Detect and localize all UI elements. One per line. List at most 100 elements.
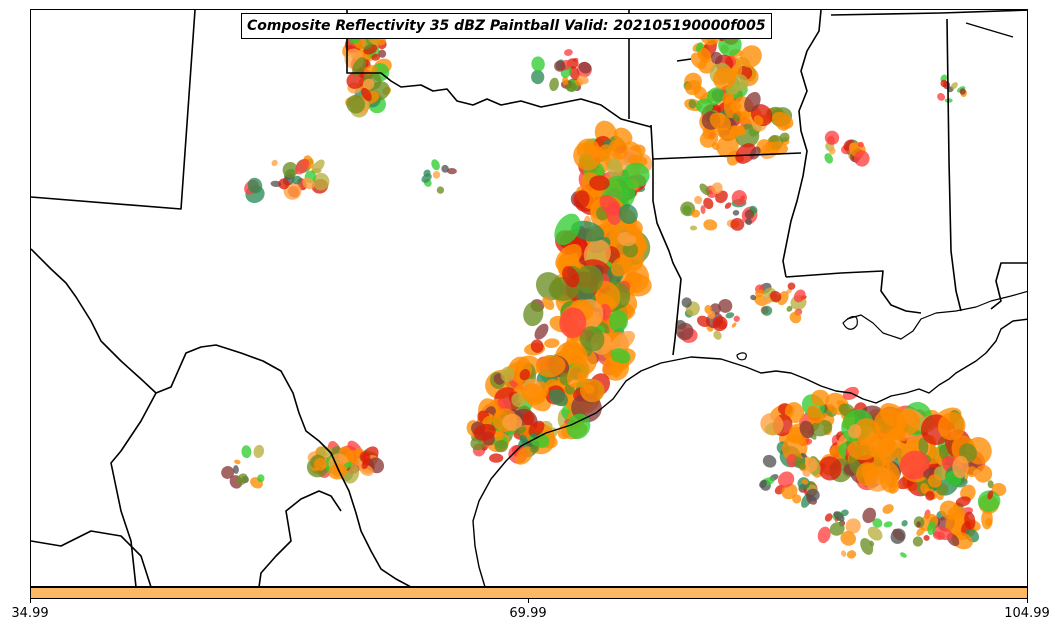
reflectivity-blob [494,440,508,453]
reflectivity-blob [575,265,604,294]
reflectivity-blob [608,139,629,160]
reflectivity-blob [940,79,948,88]
reflectivity-blob [987,490,994,500]
reflectivity-blob [544,338,560,349]
reflectivity-blob [723,96,737,119]
reflectivity-blob [432,171,441,179]
reflectivity-blob [959,88,966,95]
reflectivity-blob [800,452,807,458]
reflectivity-blob [676,322,694,341]
reflectivity-blob [731,190,747,206]
reflectivity-blob [829,522,845,536]
tn-river-line [965,22,1014,38]
state-border-tx-la [650,124,682,356]
country-border-us-mx [31,248,411,586]
state-border-ms-al [946,18,962,312]
reflectivity-blob [950,82,958,90]
reflectivity-blob [771,111,794,129]
reflectivity-blob [606,202,623,225]
reflectivity-blob [725,312,735,319]
reflectivity-blob [573,142,601,171]
reflectivity-blob [937,93,946,101]
reflectivity-blob [787,282,796,290]
reflectivity-blob [700,205,706,214]
reflectivity-blob [927,521,936,536]
reflectivity-blob [867,526,883,541]
reflectivity-blob [371,53,381,61]
reflectivity-blob [681,297,692,308]
reflectivity-blob [985,517,993,527]
reflectivity-blob [732,113,741,122]
reflectivity-blob [577,75,589,85]
reflectivity-blob [853,150,870,167]
reflectivity-blob [713,330,722,340]
reflectivity-blob [824,130,840,145]
reflectivity-blob [896,408,921,435]
state-border-ar-ms [782,10,822,278]
lake-pontchartrain [842,315,858,330]
reflectivity-blob [500,366,515,383]
reflectivity-blob [359,451,371,463]
reflectivity-blob [534,323,549,340]
coastline-lakes [846,290,1027,340]
reflectivity-blob [247,177,263,194]
coastline-texas [472,356,864,586]
reflectivity-blob [869,540,875,547]
reflectivity-blob [423,169,431,177]
reflectivity-blob [693,86,707,100]
reflectivity-blob [744,209,755,219]
reflectivity-blob [810,419,833,437]
state-border-la-ms [785,270,922,314]
reflectivity-blob [530,445,539,453]
reflectivity-blob [608,361,623,377]
reflectivity-blob [868,432,895,459]
reflectivity-blob [916,521,921,528]
reflectivity-blob [732,209,740,216]
reflectivity-blob [703,197,714,210]
reflectivity-blob [753,115,764,126]
reflectivity-blob [793,289,806,303]
reflectivity-blob [955,496,971,507]
reflectivity-blob [313,457,327,471]
reflectivity-blob [710,51,723,65]
reflectivity-blob [824,513,833,522]
reflectivity-blob [566,413,591,440]
reflectivity-blob [711,182,723,195]
reflectivity-blob [744,91,761,113]
reflectivity-blob [739,115,749,125]
reflectivity-blob [932,531,946,541]
reflectivity-blob [709,112,732,131]
colorbar-tick [30,599,31,603]
colorbar-tick [528,599,529,603]
reflectivity-blob [515,426,527,435]
reflectivity-blob [530,339,544,353]
reflectivity-blob [531,56,545,72]
reflectivity-blob [589,175,610,191]
reflectivity-blob [789,311,802,324]
reflectivity-blob [564,49,573,56]
reflectivity-blob [695,42,704,52]
reflectivity-blob [817,526,831,544]
reflectivity-blob [610,256,632,277]
reflectivity-blob [706,87,724,105]
reflectivity-blob [573,190,590,209]
reflectivity-blob [824,153,834,164]
reflectivity-blob [528,420,545,437]
reflectivity-blob [697,47,712,64]
reflectivity-blob [436,186,445,194]
reflectivity-blob [730,217,745,231]
reflectivity-blob [253,444,265,458]
reflectivity-blob [763,296,772,305]
reflectivity-blob [786,454,799,468]
reflectivity-blob [703,219,718,231]
reflectivity-blob [562,266,580,288]
reflectivity-blob [840,531,856,546]
reflectivity-blob [431,159,440,171]
reflectivity-blob [555,243,582,271]
reflectivity-blob [548,388,568,407]
reflectivity-blob [964,511,976,530]
reflectivity-blob [977,490,1001,512]
reflectivity-blob [522,411,535,426]
reflectivity-blob [735,143,757,164]
reflectivity-blob [927,474,942,488]
